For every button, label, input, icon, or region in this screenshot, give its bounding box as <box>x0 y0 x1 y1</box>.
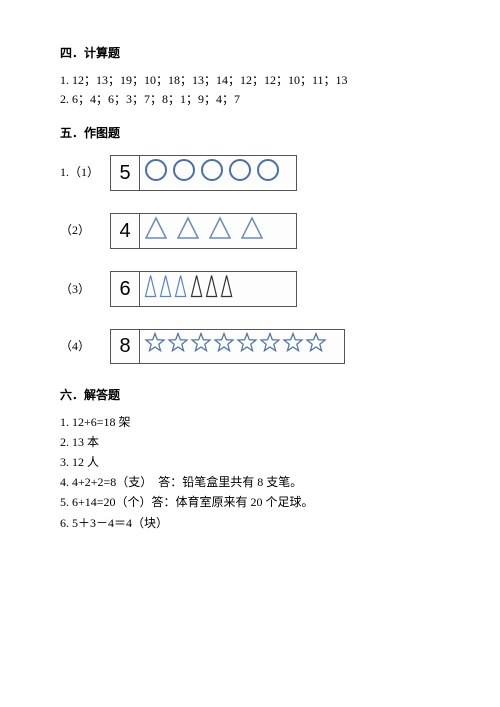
drawing-shape-cell <box>140 272 296 306</box>
drawing-number-cell: 8 <box>111 330 140 362</box>
drawing-label: （4） <box>60 337 110 356</box>
section4-answers: 1. 12；13；19；10；18；13；14；12；12；10；11；13 2… <box>60 71 440 109</box>
drawing-label: （3） <box>60 280 110 299</box>
drawing-row-4: （4）8 <box>60 329 440 363</box>
star-icon <box>144 332 166 360</box>
section6-answers: 1. 12+6=18 架2. 13 本3. 12 人4. 4+2+2=8（支） … <box>60 413 440 533</box>
drawing-frame: 6 <box>110 271 297 307</box>
circle-icon <box>256 158 280 188</box>
section6-line-3: 3. 12 人 <box>60 453 440 472</box>
section5-drawings: 1.（1）5 （2）4 （3）6 （4）8 <box>60 155 440 364</box>
drawing-row-1: 1.（1）5 <box>60 155 440 191</box>
triangle-icon <box>176 216 200 246</box>
section4-line1: 1. 12；13；19；10；18；13；14；12；12；10；11；13 <box>60 71 440 90</box>
page: 四．计算题 1. 12；13；19；10；18；13；14；12；12；10；1… <box>0 0 500 533</box>
star-icon <box>213 332 235 360</box>
narrow-triangle-icon <box>174 274 187 304</box>
star-icon <box>236 332 258 360</box>
drawing-frame: 8 <box>110 329 345 363</box>
section4-line2: 2. 6；4；6；3；7；8；1；9；4；7 <box>60 90 440 109</box>
section6-line-5: 5. 6+14=20（个）答：体育室原来有 20 个足球。 <box>60 493 440 512</box>
drawing-frame: 5 <box>110 155 297 191</box>
star-icon <box>305 332 327 360</box>
section5-title: 五．作图题 <box>60 124 440 143</box>
star-icon <box>190 332 212 360</box>
section6-line-2: 2. 13 本 <box>60 433 440 452</box>
drawing-label: 1.（1） <box>60 163 110 182</box>
drawing-row-2: （2）4 <box>60 213 440 249</box>
circle-icon <box>200 158 224 188</box>
section6-line-6: 6. 5＋3－4＝4（块） <box>60 514 440 533</box>
drawing-shape-cell <box>140 330 344 362</box>
drawing-label: （2） <box>60 221 110 240</box>
drawing-frame: 4 <box>110 213 297 249</box>
narrow-triangle-icon <box>220 274 233 304</box>
star-icon <box>282 332 304 360</box>
drawing-row-3: （3）6 <box>60 271 440 307</box>
drawing-shape-cell <box>140 214 296 248</box>
triangle-icon <box>208 216 232 246</box>
triangle-icon <box>144 216 168 246</box>
circle-icon <box>172 158 196 188</box>
triangle-icon <box>240 216 264 246</box>
drawing-number-cell: 5 <box>111 156 140 190</box>
section6-line-4: 4. 4+2+2=8（支） 答：铅笔盒里共有 8 支笔。 <box>60 473 440 492</box>
narrow-triangle-icon <box>159 274 172 304</box>
star-icon <box>259 332 281 360</box>
narrow-triangle-icon <box>205 274 218 304</box>
circle-icon <box>228 158 252 188</box>
section6-line-1: 1. 12+6=18 架 <box>60 413 440 432</box>
drawing-number-cell: 6 <box>111 272 140 306</box>
narrow-triangle-icon <box>144 274 157 304</box>
section4-title: 四．计算题 <box>60 44 440 63</box>
star-icon <box>167 332 189 360</box>
narrow-triangle-icon <box>190 274 203 304</box>
drawing-number-cell: 4 <box>111 214 140 248</box>
section6-title: 六．解答题 <box>60 386 440 405</box>
circle-icon <box>144 158 168 188</box>
drawing-shape-cell <box>140 156 296 190</box>
